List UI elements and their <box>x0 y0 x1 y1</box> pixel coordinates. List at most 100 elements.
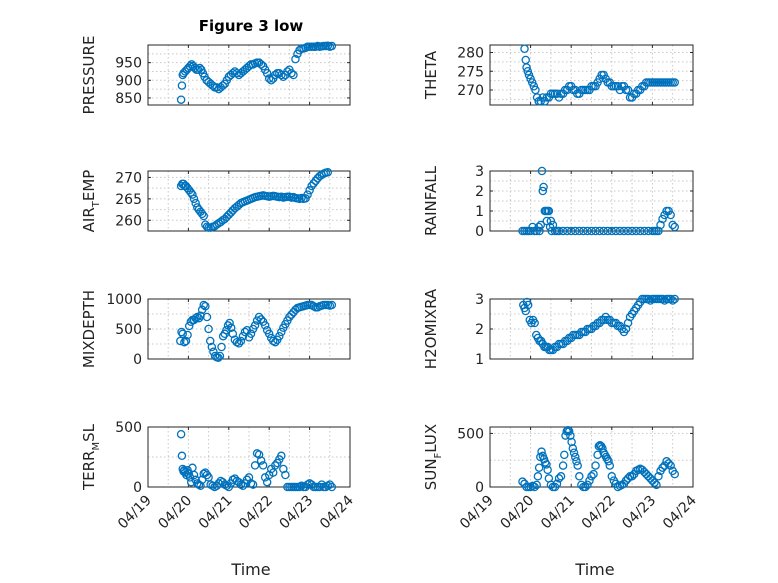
data-point <box>271 461 280 470</box>
data-point <box>668 220 677 230</box>
y-axis-label-1: THETA <box>422 50 440 100</box>
y-tick-label: 0 <box>133 352 142 368</box>
y-tick-label: 0 <box>475 224 484 240</box>
data-point <box>185 61 195 71</box>
data-point <box>256 315 266 324</box>
data-point <box>208 81 217 90</box>
data-point <box>180 337 189 347</box>
data-point <box>177 451 187 461</box>
data-point <box>670 469 679 479</box>
data-point <box>323 168 333 177</box>
data-point <box>191 198 200 208</box>
x-tick-label: 04/24 <box>317 492 357 532</box>
data-point <box>569 448 579 457</box>
data-point <box>183 330 192 340</box>
data-point <box>238 481 248 491</box>
subplot-4: 0 500 1000 MIXDEPTH <box>80 290 351 368</box>
data-point <box>577 480 586 490</box>
data-point <box>262 68 272 78</box>
data-point <box>184 469 194 479</box>
data-point <box>522 63 531 72</box>
data-point <box>197 209 207 219</box>
x-tick-label: 04/20 <box>155 493 195 533</box>
y-tick-label: 1000 <box>106 292 142 308</box>
data-point <box>520 44 529 54</box>
y-tick-label: 265 <box>115 192 142 208</box>
x-tick-label: 04/21 <box>538 493 578 533</box>
y-axis-label-5: H2OMIXRA <box>422 288 440 369</box>
y-tick-label: 0 <box>133 480 142 496</box>
y-tick-label: 500 <box>115 322 142 338</box>
data-point <box>283 67 292 76</box>
data-point <box>518 477 527 486</box>
y-tick-label: 280 <box>457 46 484 62</box>
data-point <box>554 226 564 236</box>
data-point <box>670 78 679 87</box>
data-point <box>201 301 210 311</box>
data-point <box>225 318 234 328</box>
x-tick-label: 04/24 <box>660 492 700 532</box>
data-point <box>591 461 600 470</box>
data-point <box>644 294 653 304</box>
data-point <box>635 226 645 236</box>
data-point <box>546 480 556 490</box>
subplot-1: 270 275 280 THETA <box>422 44 694 106</box>
axes-frame <box>147 44 351 106</box>
data-point <box>627 226 637 236</box>
data-point <box>666 294 675 304</box>
data-point <box>539 182 548 192</box>
data-point <box>315 482 324 492</box>
data-point <box>277 451 286 461</box>
data-point <box>660 461 669 470</box>
data-point <box>327 482 337 492</box>
axes-frame <box>489 426 694 488</box>
data-point <box>535 226 544 236</box>
data-point <box>533 472 543 481</box>
data-point <box>646 296 655 305</box>
data-point <box>264 329 274 339</box>
data-point <box>271 70 280 80</box>
y-axis-label-7: SUNFLUX <box>422 424 444 490</box>
data-point <box>664 206 673 216</box>
data-point <box>558 226 568 236</box>
data-point <box>543 465 552 475</box>
x-tick-label: 04/23 <box>277 493 317 533</box>
subplot-6: 0 500 TERRMSL 04/19 04/20 04/21 04/22 04/23 04/2… <box>80 420 357 532</box>
data-point <box>250 461 260 470</box>
y-axis-label-3: RAINFALL <box>422 165 440 236</box>
data-point <box>205 336 215 346</box>
data-point <box>654 472 663 481</box>
data-point <box>222 325 231 335</box>
data-point <box>571 226 580 236</box>
data-point <box>207 342 217 352</box>
data-point <box>536 220 546 230</box>
data-point <box>644 226 653 236</box>
y-tick-label: 2 <box>475 322 484 338</box>
data-point <box>305 186 314 195</box>
y-tick-label: 500 <box>115 420 142 436</box>
subplot-7: 0 500 SUNFLUX 04/19 04/20 04/21 04/22 04/23 04/2… <box>422 424 700 533</box>
data-point <box>619 226 629 236</box>
data-point <box>556 472 566 481</box>
data-point <box>234 339 244 348</box>
data-point <box>534 463 544 472</box>
data-point <box>583 226 592 236</box>
data-point <box>604 457 613 466</box>
y-tick-label: 275 <box>457 64 484 80</box>
data-point <box>214 479 223 488</box>
y-tick-label: 900 <box>115 73 142 89</box>
data-point <box>530 482 539 492</box>
data-point <box>277 327 286 337</box>
data-point <box>623 85 633 95</box>
data-point <box>623 474 633 483</box>
data-point <box>605 461 615 470</box>
data-point <box>260 321 270 330</box>
data-point <box>640 226 649 236</box>
data-point <box>583 480 592 490</box>
x-tick-label: 04/19 <box>457 493 497 533</box>
subplot-2: 260 265 270 AIRTEMP <box>80 168 351 232</box>
data-point <box>199 300 209 310</box>
data-point <box>277 70 286 80</box>
